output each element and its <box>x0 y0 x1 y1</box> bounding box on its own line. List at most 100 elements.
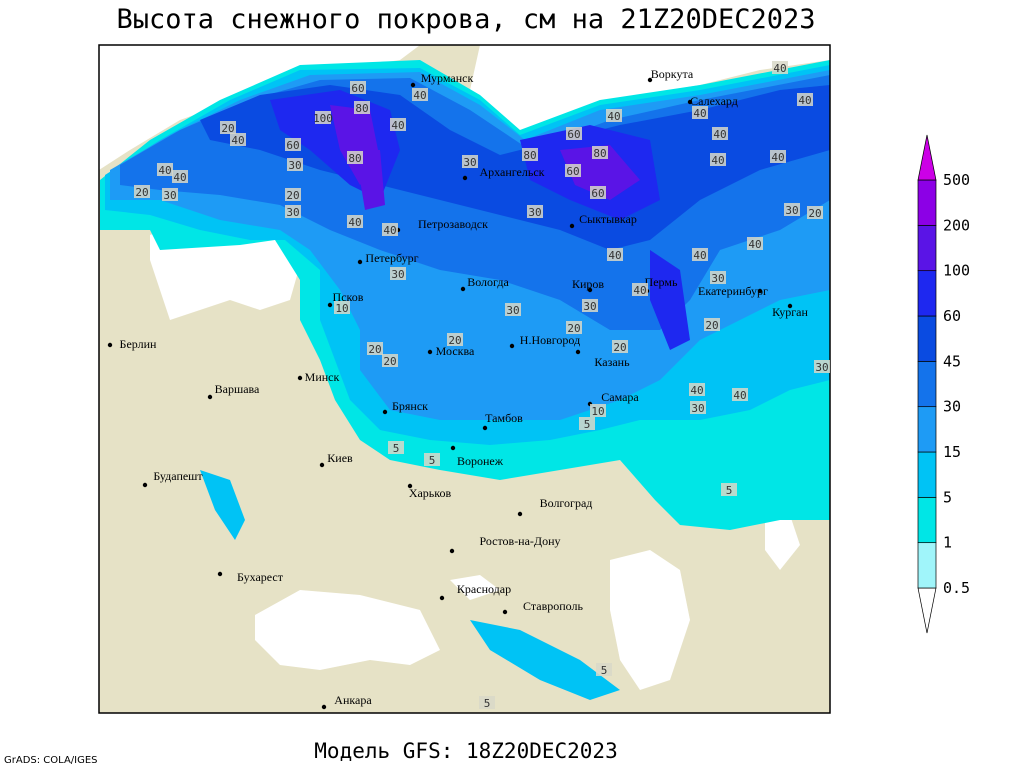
contour-label: 5 <box>484 697 491 710</box>
contour-label: 20 <box>368 343 381 356</box>
contour-label-box <box>315 111 331 124</box>
colorbar-label: 200 <box>943 216 970 234</box>
contour-label: 40 <box>798 94 811 107</box>
contour-label: 60 <box>566 165 579 178</box>
contour-label-box <box>350 81 366 94</box>
contour-label: 5 <box>726 484 733 497</box>
city-dot <box>569 223 575 229</box>
contour-label-box <box>354 101 370 114</box>
colorbar-label: 30 <box>943 398 961 416</box>
contour-label-box <box>565 164 581 177</box>
contour-label: 30 <box>163 189 176 202</box>
city-dot <box>575 349 581 355</box>
contour-label: 40 <box>231 134 244 147</box>
city-label: Анкара <box>334 693 372 707</box>
contour-label: 30 <box>463 156 476 169</box>
sea <box>99 45 420 170</box>
city-label: Мурманск <box>421 71 474 85</box>
contour-label-box <box>770 150 786 163</box>
contour-label: 40 <box>413 89 426 102</box>
city-label: Ставрополь <box>523 599 583 613</box>
contour-label: 40 <box>693 249 706 262</box>
city-label: Самара <box>601 390 639 404</box>
city-dot <box>207 394 213 400</box>
contour-label: 40 <box>383 224 396 237</box>
city-label: Киров <box>572 277 604 291</box>
contour-label-box <box>285 138 301 151</box>
city-label: Будапешт <box>153 469 203 483</box>
colorbar-box <box>917 542 937 589</box>
contour-label: 20 <box>808 207 821 220</box>
city-label: Н.Новгород <box>520 333 580 347</box>
contour-label-box <box>579 417 595 430</box>
colorbar-label: 5 <box>943 488 952 506</box>
contour-label: 5 <box>584 418 591 431</box>
contour-label: 30 <box>785 204 798 217</box>
contour-label: 20 <box>221 122 234 135</box>
contour-label: 40 <box>607 110 620 123</box>
city-label: Казань <box>594 355 630 369</box>
colorbar-label: 500 <box>943 171 970 189</box>
city-label: Екатеринбург <box>698 284 768 298</box>
contour-label: 20 <box>383 355 396 368</box>
contour-label-box <box>527 205 543 218</box>
contour-label-box <box>287 158 303 171</box>
city-label: Воронеж <box>457 454 504 468</box>
city-label: Вологда <box>467 275 509 289</box>
contour-label-box <box>692 106 708 119</box>
city-label: Псков <box>333 290 364 304</box>
contour-label: 40 <box>158 164 171 177</box>
city-dot <box>407 483 413 489</box>
city-dot <box>460 286 466 292</box>
contour-label: 60 <box>591 187 604 200</box>
contour-label-box <box>692 248 708 261</box>
contour-label: 80 <box>348 152 361 165</box>
contour-label-box <box>390 267 406 280</box>
footer: Модель GFS: 18Z20DEC2023 <box>314 739 617 763</box>
city-dot <box>319 462 325 468</box>
contour-label: 5 <box>601 664 608 677</box>
contour-label-box <box>347 215 363 228</box>
colorbar-box <box>917 179 937 226</box>
city-label: Петербург <box>365 251 418 265</box>
contour-label: 20 <box>286 189 299 202</box>
contour-label: 60 <box>286 139 299 152</box>
contour-label-box <box>479 696 495 709</box>
contour-label-box <box>784 203 800 216</box>
colorbar-box <box>917 496 937 544</box>
city-dot <box>382 409 388 415</box>
contour-label-box <box>732 388 748 401</box>
contour-label: 40 <box>713 128 726 141</box>
colorbar-box <box>917 224 937 272</box>
map-frame <box>98 44 831 714</box>
city-dot <box>217 571 223 577</box>
contour-label-box <box>566 321 582 334</box>
city-label: Минск <box>305 370 340 384</box>
city-label: Краснодар <box>457 582 511 596</box>
contour-label: 5 <box>393 442 400 455</box>
sea <box>765 515 800 570</box>
contour-label: 20 <box>705 319 718 332</box>
city-label: Петрозаводск <box>418 217 488 231</box>
contour-label: 30 <box>288 159 301 172</box>
city-label: Ростов-на-Дону <box>479 534 560 548</box>
colorbar-box <box>917 406 937 453</box>
contour-label-box <box>367 342 383 355</box>
contour-label-box <box>606 109 622 122</box>
contour-label: 80 <box>355 102 368 115</box>
contour-label: 30 <box>528 206 541 219</box>
contour-label-box <box>382 354 398 367</box>
contour-label: 5 <box>429 454 436 467</box>
city-label: Брянск <box>392 399 428 413</box>
city-dot <box>427 349 433 355</box>
contour-label-box <box>424 453 440 466</box>
contour-label: 40 <box>771 151 784 164</box>
credit: GrADS: COLA/IGES <box>4 755 98 766</box>
contour-label-box <box>522 148 538 161</box>
contour-label-box <box>710 153 726 166</box>
contour-label: 40 <box>711 154 724 167</box>
contour-label: 20 <box>613 341 626 354</box>
contour-label: 40 <box>748 238 761 251</box>
sea <box>255 590 440 670</box>
